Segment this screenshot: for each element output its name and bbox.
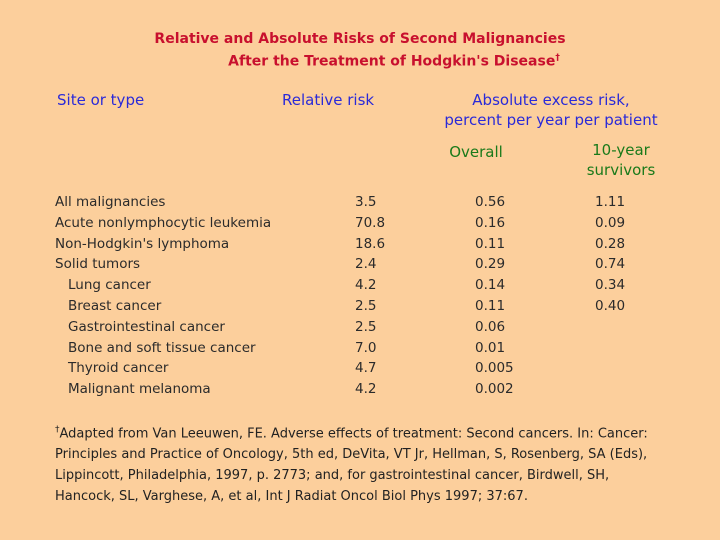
table-row: Breast cancer 2.5 0.11 0.40 [55, 296, 635, 317]
row-relative-risk: 3.5 [355, 194, 377, 210]
row-site: Thyroid cancer [68, 360, 169, 377]
row-survivors-risk: 0.09 [595, 214, 626, 231]
title-footnote-marker: † [555, 53, 560, 63]
row-relative-risk: 18.6 [355, 235, 386, 252]
row-site: Bone and soft tissue cancer [68, 339, 256, 356]
row-survivors-risk: 1.11 [595, 194, 626, 210]
row-overall-risk: 0.002 [475, 381, 514, 398]
header-absolute-excess-risk: Absolute excess risk, percent per year p… [444, 91, 658, 129]
row-site: Gastrointestinal cancer [68, 318, 225, 335]
row-overall-risk: 0.11 [475, 235, 506, 252]
subheader-10-year-survivors: 10-year survivors [586, 141, 656, 179]
row-site: Non-Hodgkin's lymphoma [55, 235, 230, 252]
table-title: Relative and Absolute Risks of Second Ma… [0, 30, 720, 72]
header-site-or-type: Site or type [57, 91, 145, 109]
table-row: Lung cancer 4.2 0.14 0.34 [55, 275, 635, 296]
row-relative-risk: 4.2 [355, 381, 377, 398]
table-row: Malignant melanoma 4.2 0.002 [55, 379, 635, 400]
row-overall-risk: 0.56 [475, 194, 506, 210]
row-relative-risk: 4.2 [355, 277, 377, 294]
table-row: Acute nonlymphocytic leukemia 70.8 0.16 0.0… [55, 213, 635, 234]
row-site: All malignancies [55, 194, 166, 210]
row-survivors-risk: 0.28 [595, 235, 626, 252]
title-line-2: After the Treatment of Hodgkin's Disease… [228, 53, 560, 70]
table-row: Non-Hodgkin's lymphoma 18.6 0.11 0.28 [55, 234, 635, 255]
row-survivors-risk: 0.74 [595, 256, 626, 273]
title-line-1: Relative and Absolute Risks of Second Ma… [154, 31, 566, 47]
row-site: Lung cancer [68, 277, 151, 294]
row-relative-risk: 70.8 [355, 214, 386, 231]
table-row: All malignancies 3.5 0.56 1.11 [55, 192, 635, 213]
row-survivors-risk: 0.40 [595, 297, 626, 314]
row-site: Breast cancer [68, 297, 162, 314]
row-overall-risk: 0.14 [475, 277, 506, 294]
row-relative-risk: 2.5 [355, 297, 377, 314]
footnote: †Adapted from Van Leeuwen, FE. Adverse e… [55, 420, 665, 507]
row-overall-risk: 0.005 [475, 360, 514, 377]
risk-table: All malignancies 3.5 0.56 1.11 Acute nonlymp… [55, 192, 635, 400]
row-relative-risk: 2.4 [355, 256, 377, 273]
row-overall-risk: 0.29 [475, 256, 506, 273]
table-row: Solid tumors 2.4 0.29 0.74 [55, 254, 635, 275]
footnote-marker: † [55, 425, 60, 435]
subheader-overall: Overall [449, 143, 503, 161]
row-overall-risk: 0.01 [475, 339, 506, 356]
row-survivors-risk: 0.34 [595, 277, 626, 294]
row-site: Malignant melanoma [68, 381, 211, 398]
header-relative-risk: Relative risk [282, 91, 375, 109]
table-row: Thyroid cancer 4.7 0.005 [55, 358, 635, 379]
footnote-text: Adapted from Van Leeuwen, FE. Adverse ef… [55, 426, 648, 505]
row-relative-risk: 2.5 [355, 318, 377, 335]
row-relative-risk: 7.0 [355, 339, 377, 356]
row-overall-risk: 0.11 [475, 297, 506, 314]
table-row: Bone and soft tissue cancer 7.0 0.01 [55, 338, 635, 359]
table-row: Gastrointestinal cancer 2.5 0.06 [55, 317, 635, 338]
row-overall-risk: 0.16 [475, 214, 506, 231]
row-overall-risk: 0.06 [475, 318, 506, 335]
row-site: Acute nonlymphocytic leukemia [55, 214, 272, 231]
row-relative-risk: 4.7 [355, 360, 377, 377]
row-site: Solid tumors [55, 256, 141, 273]
